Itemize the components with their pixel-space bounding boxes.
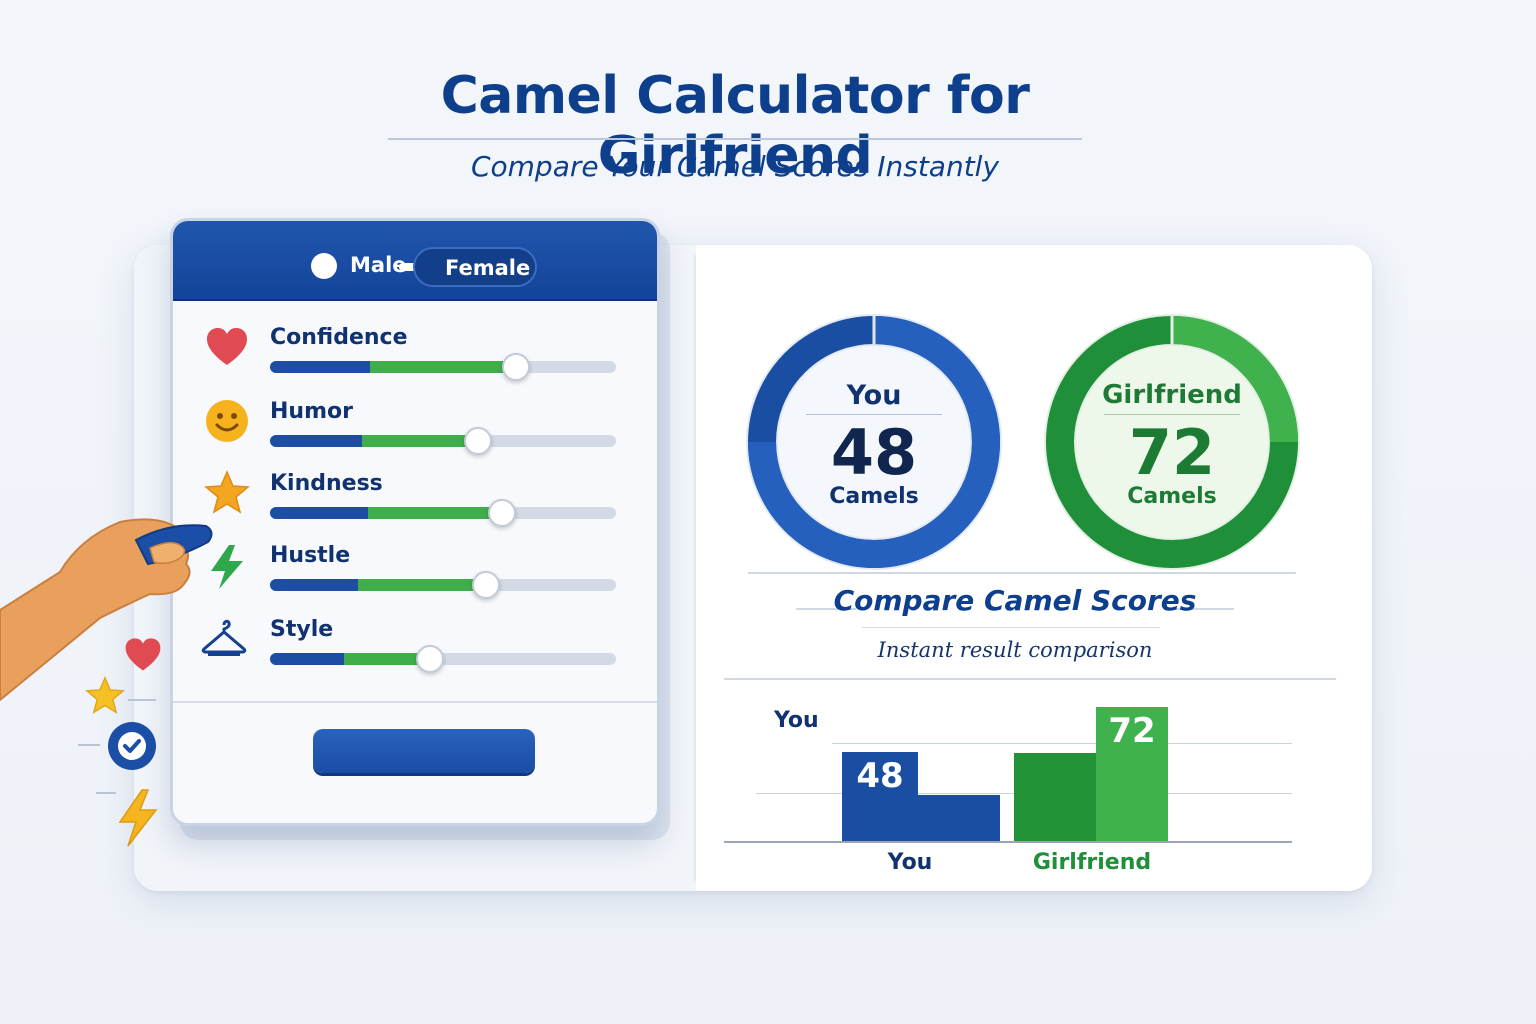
chart-baseline bbox=[724, 841, 1292, 843]
deco-dash bbox=[128, 699, 156, 701]
girlfriend-gauge-label: Girlfriend bbox=[1102, 380, 1242, 410]
bar-shadow-you bbox=[918, 795, 1000, 841]
calculator-form-panel: Male Female Confidence Humor bbox=[170, 218, 660, 826]
you-gauge-label: You bbox=[846, 380, 902, 411]
slider-row-kindness: Kindness bbox=[203, 469, 623, 529]
score-bar-chart: You 48 You 72 Girlfriend bbox=[722, 690, 1342, 890]
hanger-icon bbox=[201, 619, 247, 656]
title-divider bbox=[388, 138, 1082, 140]
deco-dash bbox=[78, 744, 100, 746]
compare-title-underline bbox=[862, 627, 1160, 628]
you-score-value: 48 bbox=[830, 416, 918, 489]
bar-girlfriend bbox=[1096, 707, 1168, 841]
slider-label: Confidence bbox=[270, 325, 408, 350]
star-icon bbox=[204, 470, 250, 514]
slider-track-hustle[interactable] bbox=[270, 571, 616, 599]
bar-value-label: 72 bbox=[1108, 711, 1156, 751]
you-gauge-rule bbox=[806, 414, 942, 415]
gender-female-label[interactable]: Female bbox=[445, 256, 531, 280]
gender-toggle-female[interactable] bbox=[413, 247, 537, 287]
compare-rule-left bbox=[796, 608, 856, 610]
slider-fill-green bbox=[362, 435, 478, 447]
slider-track-style[interactable] bbox=[270, 645, 616, 673]
bar-value-label: 48 bbox=[856, 756, 904, 796]
slider-fill-blue bbox=[270, 361, 370, 373]
bar-you bbox=[842, 752, 918, 841]
slider-row-confidence: Confidence bbox=[203, 323, 623, 383]
gauge-divider bbox=[748, 572, 1296, 574]
slider-label: Style bbox=[270, 617, 334, 642]
you-score-unit: Camels bbox=[829, 484, 919, 509]
hand-icon bbox=[0, 518, 213, 702]
girlfriend-gauge-ring bbox=[1044, 314, 1300, 570]
page-title: Camel Calculator for Girlfriend bbox=[440, 66, 1030, 186]
gender-radio-male[interactable] bbox=[311, 253, 337, 279]
girlfriend-score-gauge: Girlfriend 72 Camels bbox=[1042, 312, 1302, 572]
slider-fill-green bbox=[370, 361, 516, 373]
smiley-icon bbox=[206, 400, 248, 442]
slider-fill-blue bbox=[270, 653, 344, 665]
you-gauge-ring bbox=[746, 314, 1002, 570]
slider-thumb[interactable] bbox=[472, 571, 500, 599]
slider-track-confidence[interactable] bbox=[270, 353, 616, 381]
grid-line bbox=[832, 743, 1292, 744]
slider-track-kindness[interactable] bbox=[270, 499, 616, 527]
girlfriend-score-value: 72 bbox=[1128, 416, 1216, 489]
slider-fill-blue bbox=[270, 435, 362, 447]
slider-row-hustle: Hustle bbox=[203, 541, 623, 601]
slider-track-humor[interactable] bbox=[270, 427, 616, 455]
gender-male-label[interactable]: Male bbox=[350, 253, 407, 277]
slider-fill-green bbox=[368, 507, 502, 519]
compare-subtitle: Instant result comparison bbox=[877, 638, 1153, 662]
slider-fill-green bbox=[358, 579, 486, 591]
card-vertical-divider bbox=[694, 255, 696, 881]
slider-label: Hustle bbox=[270, 543, 351, 568]
slider-fill-blue bbox=[270, 579, 358, 591]
calculate-button[interactable] bbox=[313, 729, 535, 773]
girlfriend-score-unit: Camels bbox=[1127, 484, 1217, 509]
lightning-icon bbox=[118, 789, 158, 847]
slider-label: Humor bbox=[270, 399, 353, 424]
compare-title: Compare Camel Scores bbox=[833, 584, 1197, 617]
heart-icon bbox=[207, 328, 247, 365]
deco-dash bbox=[96, 792, 116, 794]
category-label-you: You bbox=[887, 850, 933, 875]
you-score-gauge: You 48 Camels bbox=[744, 312, 1004, 572]
chart-you-label: You bbox=[774, 708, 819, 733]
form-header: Male Female bbox=[173, 221, 657, 301]
slider-row-humor: Humor bbox=[203, 397, 623, 457]
star-icon bbox=[85, 676, 125, 714]
slider-thumb[interactable] bbox=[416, 645, 444, 673]
slider-thumb[interactable] bbox=[464, 427, 492, 455]
checkmark-icon bbox=[108, 722, 156, 770]
slider-row-style: Style bbox=[201, 615, 623, 675]
compare-rule-right bbox=[1168, 608, 1234, 610]
girlfriend-gauge-rule bbox=[1104, 414, 1240, 415]
page-subtitle: Compare Your Camel Scores Instantly bbox=[470, 150, 1000, 183]
slider-thumb[interactable] bbox=[488, 499, 516, 527]
slider-fill-blue bbox=[270, 507, 368, 519]
lightning-icon bbox=[211, 545, 243, 589]
bar-shadow-girlfriend bbox=[1014, 753, 1098, 841]
slider-thumb[interactable] bbox=[502, 353, 530, 381]
form-divider bbox=[173, 701, 657, 703]
slider-fill-green bbox=[344, 653, 430, 665]
slider-label: Kindness bbox=[270, 471, 383, 496]
category-label-girlfriend: Girlfriend bbox=[1032, 850, 1152, 875]
heart-icon bbox=[125, 638, 161, 671]
compare-divider bbox=[724, 678, 1336, 680]
